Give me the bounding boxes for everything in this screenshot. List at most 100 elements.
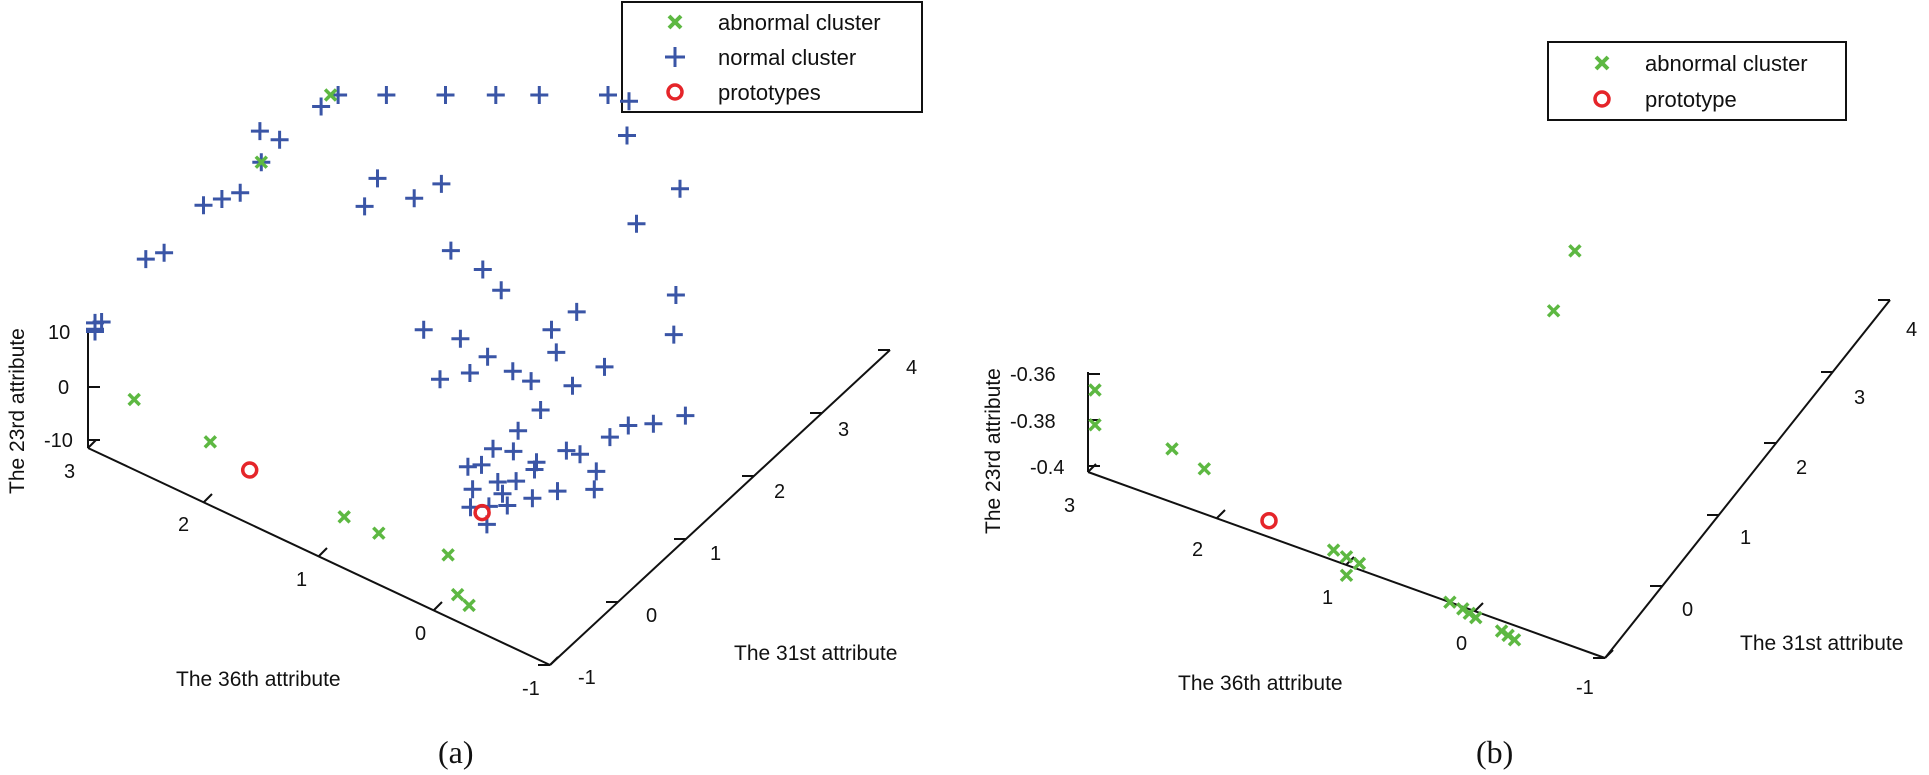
normal-point <box>676 406 695 425</box>
normal-point <box>451 329 470 348</box>
normal-point <box>498 496 517 515</box>
normal-point <box>557 441 576 460</box>
y-tick-label: -1 <box>578 667 596 689</box>
normal-point <box>194 196 213 215</box>
abnormal-point <box>1165 442 1179 456</box>
y-tick-label: 3 <box>1854 387 1865 409</box>
abnormal-point <box>462 598 476 613</box>
x-tick-mark <box>1087 463 1097 473</box>
abnormal-point <box>1088 383 1102 397</box>
normal-point <box>486 86 505 104</box>
normal-point <box>618 126 636 145</box>
normal-point <box>504 442 523 461</box>
abnormal-point <box>1339 550 1354 564</box>
z-tick-label: -10 <box>44 430 73 452</box>
normal-point <box>492 281 511 300</box>
normal-point <box>231 183 250 202</box>
x-tick-label: 3 <box>64 461 75 483</box>
normal-point <box>436 86 455 104</box>
z-tick-label: -0.4 <box>1030 457 1064 479</box>
legend: abnormal cluster prototype <box>1547 41 1847 121</box>
prototype-point <box>240 461 259 479</box>
y-tick-label: 2 <box>774 481 785 503</box>
normal-point <box>627 214 646 233</box>
normal-point <box>563 376 582 395</box>
legend-label: prototype <box>1645 87 1737 112</box>
x-axis-line <box>87 447 551 666</box>
y-axis-line <box>549 349 891 666</box>
abnormal-point <box>450 587 465 602</box>
normal-point <box>530 86 549 104</box>
normal-point <box>527 453 546 472</box>
prototype-point <box>1260 511 1278 530</box>
y-tick-label: 4 <box>1906 319 1917 341</box>
y-tick-label: 2 <box>1796 457 1807 479</box>
y-axis-title: The 31st attribute <box>734 642 897 665</box>
normal-point <box>664 325 683 344</box>
abnormal-point <box>323 88 338 102</box>
normal-point <box>493 484 512 503</box>
normal-point <box>473 260 492 279</box>
caption-a: (a) <box>438 734 474 770</box>
normal-point <box>432 174 451 193</box>
legend-marker-prototype <box>666 83 684 101</box>
legend-box <box>1547 41 1847 121</box>
x-tick-label: 2 <box>178 514 189 536</box>
normal-point <box>250 122 269 141</box>
abnormal-point <box>441 548 455 562</box>
y-axis-line <box>1604 299 1891 659</box>
plot-area-b <box>1088 244 1582 647</box>
x-tick-label: 0 <box>415 623 426 645</box>
z-axis-title: The 23rd attribute <box>6 328 29 494</box>
z-tick-label: -0.36 <box>1010 364 1056 386</box>
abnormal-point <box>372 526 386 540</box>
normal-point <box>595 357 614 376</box>
normal-point <box>377 86 396 104</box>
normal-point <box>585 480 604 499</box>
normal-point <box>522 372 541 391</box>
panel-a: 10 0 -10 3 2 1 0 -1 -1 0 1 2 3 4 The 23r… <box>6 1 923 770</box>
caption-b: (b) <box>1476 734 1513 770</box>
normal-point <box>155 243 174 262</box>
abnormal-point <box>1352 556 1367 571</box>
normal-point <box>666 286 685 304</box>
x-axis-title: The 36th attribute <box>176 668 341 691</box>
legend-marker-normal <box>665 47 685 67</box>
normal-point <box>270 130 289 149</box>
legend-marker-abnormal <box>1594 55 1610 71</box>
legend-label: abnormal cluster <box>718 10 881 35</box>
normal-point <box>542 320 561 339</box>
normal-point <box>567 302 586 321</box>
normal-point <box>547 343 566 362</box>
normal-point <box>620 92 638 111</box>
legend-label: prototypes <box>718 80 821 105</box>
normal-point <box>478 347 497 366</box>
normal-point <box>488 473 507 491</box>
abnormal-point <box>203 435 218 449</box>
normal-point <box>355 197 374 216</box>
abnormal-point <box>254 155 269 169</box>
legend-marker-prototype <box>1593 90 1611 108</box>
normal-point <box>463 480 482 499</box>
z-tick-label: 10 <box>48 322 70 344</box>
normal-point <box>503 362 522 381</box>
normal-point <box>368 169 387 188</box>
legend: abnormal cluster normal cluster prototyp… <box>621 1 923 113</box>
normal-point <box>431 370 449 389</box>
y-tick-label: 0 <box>646 605 657 627</box>
x-tick-label: 1 <box>1322 587 1333 609</box>
normal-point <box>212 190 231 208</box>
x-tick-mark <box>203 493 213 503</box>
legend-label: abnormal cluster <box>1645 51 1808 76</box>
normal-point <box>571 445 589 464</box>
abnormal-point <box>1326 543 1341 557</box>
normal-point <box>619 416 638 435</box>
normal-point <box>644 414 663 433</box>
z-axis-title: The 23rd attribute <box>982 368 1005 534</box>
normal-point <box>458 457 477 476</box>
x-tick-label: -1 <box>1576 677 1594 699</box>
x-tick-mark <box>549 656 559 666</box>
abnormal-point <box>1469 610 1483 625</box>
y-tick-label: 4 <box>906 357 917 379</box>
